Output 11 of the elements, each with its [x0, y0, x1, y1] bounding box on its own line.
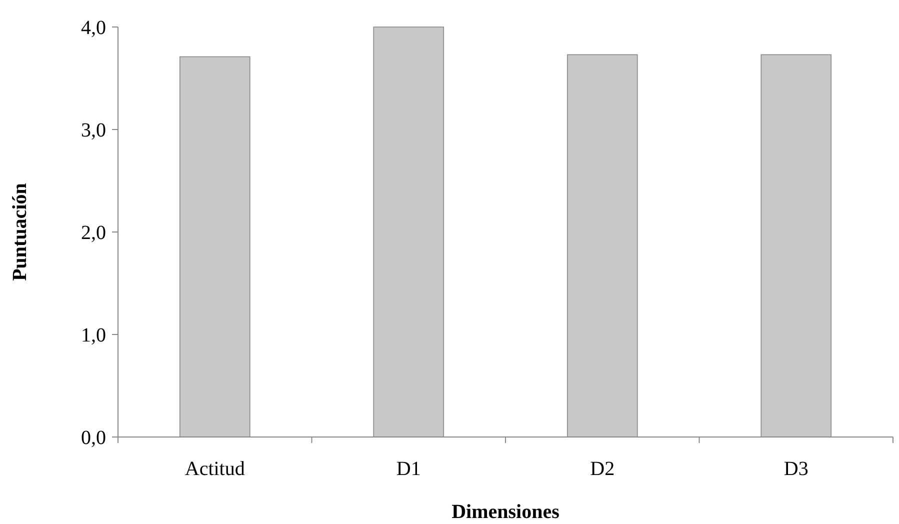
- y-tick-label: 3,0: [81, 120, 106, 142]
- y-tick-label: 4,0: [81, 17, 106, 39]
- x-tick-label: D3: [784, 458, 808, 480]
- x-tick-label: D2: [590, 458, 615, 480]
- y-tick-label: 1,0: [81, 324, 106, 346]
- y-axis-title: Puntuación: [9, 183, 31, 281]
- x-axis-title: Dimensiones: [452, 501, 560, 523]
- x-tick-label: D1: [396, 458, 421, 480]
- x-tick-label: Actitud: [184, 458, 245, 480]
- y-tick-label: 2,0: [81, 222, 106, 244]
- y-tick-label: 0,0: [81, 427, 106, 449]
